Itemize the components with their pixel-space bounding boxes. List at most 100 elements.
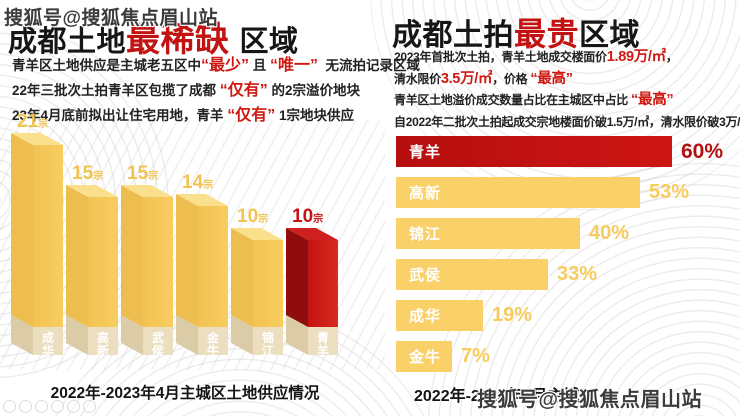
bar-value-label: 7% [461, 345, 490, 367]
highlight-text: “仅有” [219, 82, 268, 99]
bar-row: 成华 19% [396, 300, 723, 331]
bar: 金牛 [396, 341, 452, 372]
right-panel-bullets: 2023年首批次土拍，青羊土地成交楼面价1.89万/㎡， 清水限价3.5万/㎡，价… [394, 50, 740, 136]
bar-value-label: 53% [649, 181, 690, 203]
premium-rate-bar-chart: 青羊 60% 高新 53% 锦江 40% 武侯 33% 成华 19% 金牛 7% [396, 136, 723, 382]
body-text: 2023年首批次土拍，青羊土地成交楼面价 [394, 50, 607, 64]
body-text: 青羊区土地供应是主城老五区中 [12, 58, 201, 73]
left-bullet-line: 22年三批次土拍青羊区包揽了成都 “仅有” 的2宗溢价地块 [12, 82, 420, 100]
left-bullet-line: 23年4月底前拟出让住宅用地，青羊 “仅有” 1宗地块供应 [12, 107, 420, 125]
bar-category-label: 锦 江 [261, 331, 274, 358]
left-title-prefix: 成都土地 [8, 26, 127, 58]
body-text: 22年三批次土拍青羊区包揽了成都 [12, 83, 220, 98]
bar-highlight: 青羊 [396, 136, 672, 167]
bar-category-label: 成华 [409, 308, 442, 325]
body-text: ，价格 [492, 71, 531, 86]
bar: 武侯 [396, 259, 548, 290]
bar: 高新 [396, 177, 640, 208]
right-bullet-line: 青羊区土地溢价成交数量占比在主城区中占比 “最高” [394, 92, 740, 108]
highlight-text: “最高” [631, 92, 674, 108]
bar-front-face [253, 240, 283, 327]
bar-front-face [198, 206, 228, 327]
bar-category-label: 高新 [409, 185, 442, 202]
left-bullet-line: 青羊区土地供应是主城老五区中“最少” 且 “唯一” 无流拍记录区域 [12, 57, 420, 75]
decor-circle-icon [19, 400, 32, 413]
pedestal-front-face [198, 327, 228, 355]
bar-row: 青羊 60% [396, 136, 723, 167]
pedestal-front-face [253, 327, 283, 355]
decor-circle-icon [51, 400, 64, 413]
bar-category-label: 成 华 [41, 331, 54, 358]
right-chart-caption: 2022年-2023年4月主城 [414, 388, 580, 405]
highlight-text: “最高” [530, 70, 573, 87]
bar-category-label: 武侯 [409, 267, 442, 284]
left-panel-bullets: 青羊区土地供应是主城老五区中“最少” 且 “唯一” 无流拍记录区域 22年三批次土… [12, 57, 420, 132]
bar-value-label: 14宗 [182, 172, 214, 193]
body-text: 的2宗溢价地块 [267, 83, 361, 98]
right-title-prefix: 成都土拍 [392, 19, 514, 52]
bar-category-label: 锦江 [409, 226, 442, 243]
body-text: 自2022年二批次土拍起成交宗地楼面价破1.5万/㎡，清水限价破3万/㎡ [394, 114, 740, 129]
bar-category-label: 青 羊 [316, 331, 329, 358]
bar-front-face [33, 145, 63, 327]
bar-value-label: 21宗 [17, 111, 49, 132]
bar: 锦江 [396, 218, 580, 249]
right-bullet-line: 清水限价3.5万/㎡，价格 “最高” [394, 70, 740, 87]
pedestal-front-face [143, 327, 173, 355]
body-text: 无流拍记录区域 [318, 58, 421, 73]
pedestal-front-face [308, 327, 338, 355]
body-text: 1宗地块供应 [275, 108, 355, 123]
bar-row: 金牛 7% [396, 341, 723, 372]
bar-front-face [143, 197, 173, 327]
highlight-text: “最少” [201, 57, 250, 74]
body-text: 23年4月底前拟出让住宅用地，青羊 [12, 108, 228, 123]
bar-row: 锦江 40% [396, 218, 723, 249]
bar-side-face [176, 194, 198, 327]
watermark-top: 搜狐号@搜狐焦点眉山站 [4, 8, 219, 29]
decor-circle-icon [83, 400, 96, 413]
bar-side-face [66, 185, 88, 327]
bar-front-face [308, 240, 338, 327]
bar-value-label: 19% [492, 304, 533, 326]
bar-side-face [121, 185, 143, 327]
bar: 成华 [396, 300, 483, 331]
bar-value-label: 60% [681, 139, 724, 163]
bar-category-label: 金 牛 [206, 331, 219, 358]
highlight-text: 3.5万/㎡ [440, 70, 493, 87]
bar-value-label: 40% [589, 222, 630, 244]
bar-category-label: 高 新 [96, 331, 109, 358]
bar-row: 武侯 33% [396, 259, 723, 290]
left-chart-caption: 2022年-2023年4月主城区土地供应情况 [50, 385, 320, 402]
watermark-bottom: 搜狐号@搜狐焦点眉山站 [477, 389, 703, 411]
body-text: 青羊区土地溢价成交数量占比在主城区中占比 [394, 93, 632, 107]
decor-circle-icon [35, 400, 48, 413]
decor-circle-icon [67, 400, 80, 413]
bar-front-face [88, 197, 118, 327]
right-bullet-line: 2023年首批次土拍，青羊土地成交楼面价1.89万/㎡， [394, 49, 740, 65]
pedestal-front-face [33, 327, 63, 355]
body-text: 清水限价 [394, 71, 441, 86]
right-title-highlight: 最贵 [514, 16, 580, 52]
right-bullet-line: 自2022年二批次土拍起成交宗地楼面价破1.5万/㎡，清水限价破3万/㎡ [394, 115, 740, 129]
bar-side-face [286, 228, 308, 327]
highlight-text: “仅有” [227, 107, 276, 124]
highlight-text: 1.89万/㎡ [606, 49, 666, 65]
body-text: 且 [249, 58, 271, 73]
left-title-highlight: 最稀缺 [126, 21, 230, 59]
decor-circle-icon [3, 400, 16, 413]
bar-row: 高新 53% [396, 177, 723, 208]
bar-value-label: 10宗 [292, 206, 324, 227]
right-title-suffix: 区域 [579, 19, 641, 52]
bar-value-label: 15宗 [127, 163, 159, 184]
bar-category-label: 金牛 [409, 349, 442, 366]
bar-category-label: 青羊 [409, 144, 442, 161]
pedestal-front-face [88, 327, 118, 355]
bar-category-label: 武 侯 [151, 331, 164, 358]
highlight-text: “唯一” [270, 57, 319, 74]
bar-value-label: 33% [557, 263, 598, 285]
right-panel-title: 成都土拍最贵区域 [392, 9, 640, 55]
bar-value-label: 15宗 [72, 163, 104, 184]
bar-value-label: 10宗 [237, 206, 269, 227]
bar-side-face [231, 228, 253, 327]
